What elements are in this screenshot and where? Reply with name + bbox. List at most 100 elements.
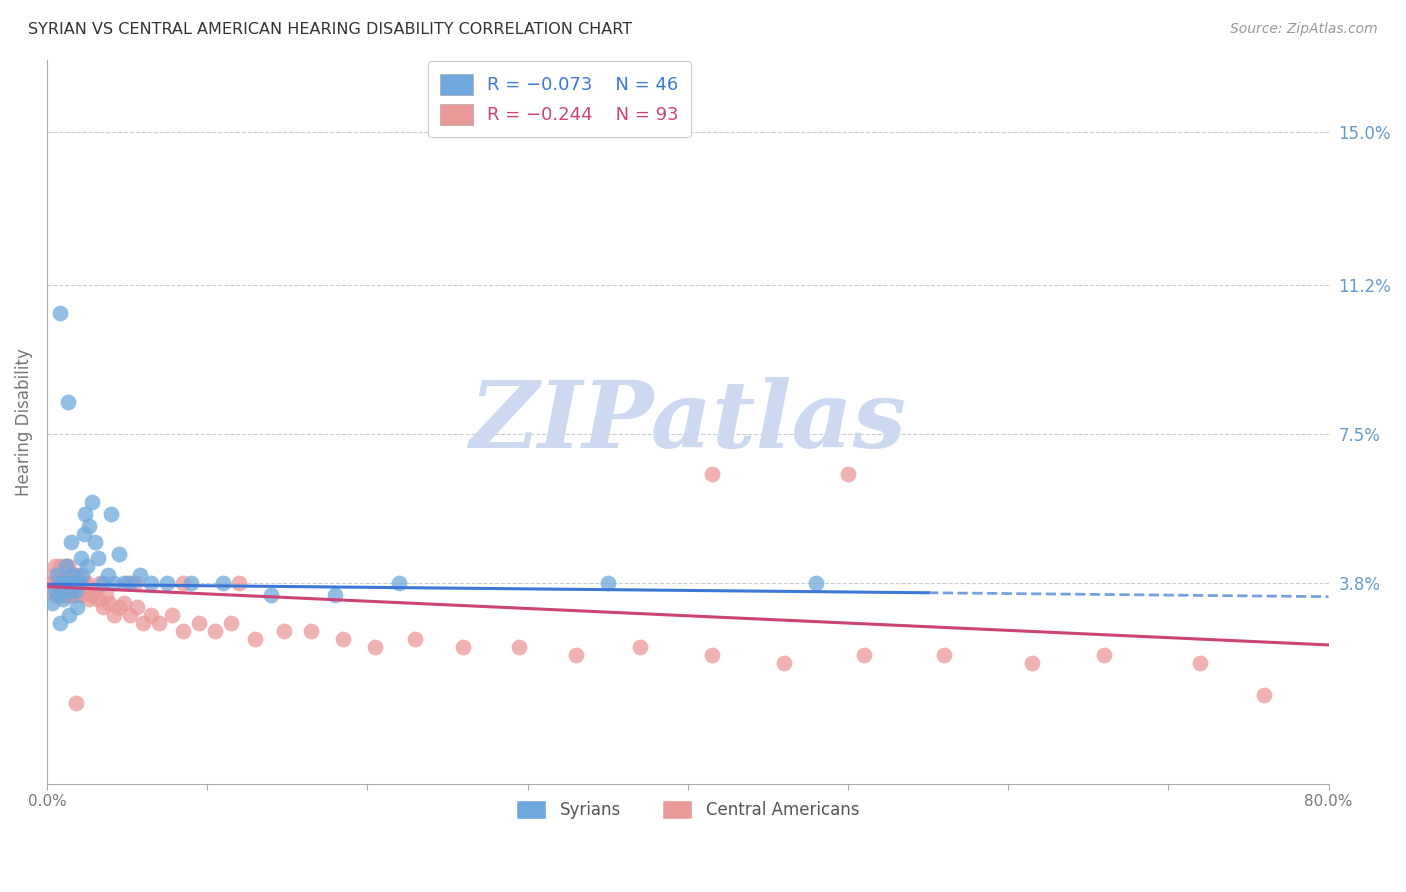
Point (46, 588, 69, 602)
Point (852, 648, 875, 662)
Point (69, 575, 91, 590)
Point (188, 615, 211, 630)
Point (53, 588, 76, 602)
Point (148, 615, 170, 630)
Point (98, 596, 121, 610)
Point (219, 615, 242, 630)
Point (45, 575, 67, 590)
Point (125, 599, 148, 614)
Point (453, 640, 475, 654)
Point (65, 696, 87, 710)
Point (42, 567, 65, 582)
Point (112, 596, 135, 610)
Point (323, 588, 346, 602)
Point (65, 575, 87, 590)
Point (84, 583, 107, 598)
Point (65, 588, 87, 602)
Point (58, 575, 80, 590)
Point (41, 596, 63, 610)
Point (172, 624, 194, 638)
Point (772, 656, 794, 670)
Point (53, 575, 76, 590)
Point (70, 567, 93, 582)
Y-axis label: Hearing Disability: Hearing Disability (15, 348, 32, 496)
Point (56, 559, 79, 574)
Point (76, 559, 98, 574)
Point (388, 575, 411, 590)
Point (58, 588, 80, 602)
Point (79, 583, 101, 598)
Point (55, 575, 77, 590)
Point (59, 575, 82, 590)
Point (508, 640, 530, 654)
Point (243, 632, 266, 646)
Point (180, 575, 202, 590)
Point (62, 567, 84, 582)
Point (112, 575, 135, 590)
Point (77, 519, 100, 533)
Point (55, 559, 77, 574)
Point (51, 588, 73, 602)
Point (700, 467, 723, 481)
Point (80, 495, 103, 509)
Point (59, 567, 82, 582)
Point (564, 648, 586, 662)
Point (62, 567, 84, 582)
Point (63, 588, 86, 602)
Point (103, 607, 125, 622)
Point (51, 575, 73, 590)
Point (91, 575, 114, 590)
Point (87, 551, 110, 566)
Point (103, 575, 125, 590)
Point (44, 588, 66, 602)
Point (44, 583, 66, 598)
Point (91, 599, 114, 614)
Point (596, 575, 619, 590)
Point (51, 567, 73, 582)
Point (66, 599, 89, 614)
Point (73, 527, 96, 541)
Point (53, 567, 76, 582)
Point (124, 575, 146, 590)
Point (63, 567, 86, 582)
Point (48, 559, 70, 574)
Point (115, 575, 138, 590)
Point (96, 588, 118, 602)
Text: ZIPatlas: ZIPatlas (470, 376, 907, 467)
Point (97, 567, 120, 582)
Point (84, 535, 107, 549)
Point (1189, 656, 1212, 670)
Point (299, 624, 322, 638)
Point (59, 575, 82, 590)
Point (69, 551, 91, 566)
Point (53, 567, 76, 582)
Point (51, 575, 73, 590)
Point (628, 640, 651, 654)
Point (58, 607, 80, 622)
Point (80, 588, 103, 602)
Point (70, 588, 93, 602)
Point (56, 394, 79, 409)
Point (48, 615, 70, 630)
Point (56, 588, 79, 602)
Point (160, 607, 183, 622)
Point (1021, 656, 1043, 670)
Point (139, 575, 162, 590)
Point (76, 575, 98, 590)
Text: SYRIAN VS CENTRAL AMERICAN HEARING DISABILITY CORRELATION CHART: SYRIAN VS CENTRAL AMERICAN HEARING DISAB… (28, 22, 633, 37)
Point (364, 640, 387, 654)
Point (700, 648, 723, 662)
Point (108, 548, 131, 562)
Point (932, 648, 955, 662)
Point (62, 588, 84, 602)
Point (228, 575, 250, 590)
Point (260, 588, 283, 602)
Point (59, 583, 82, 598)
Point (48, 575, 70, 590)
Point (52, 575, 75, 590)
Point (44, 559, 66, 574)
Point (55, 559, 77, 574)
Point (139, 607, 162, 622)
Point (41, 575, 63, 590)
Point (77, 591, 100, 606)
